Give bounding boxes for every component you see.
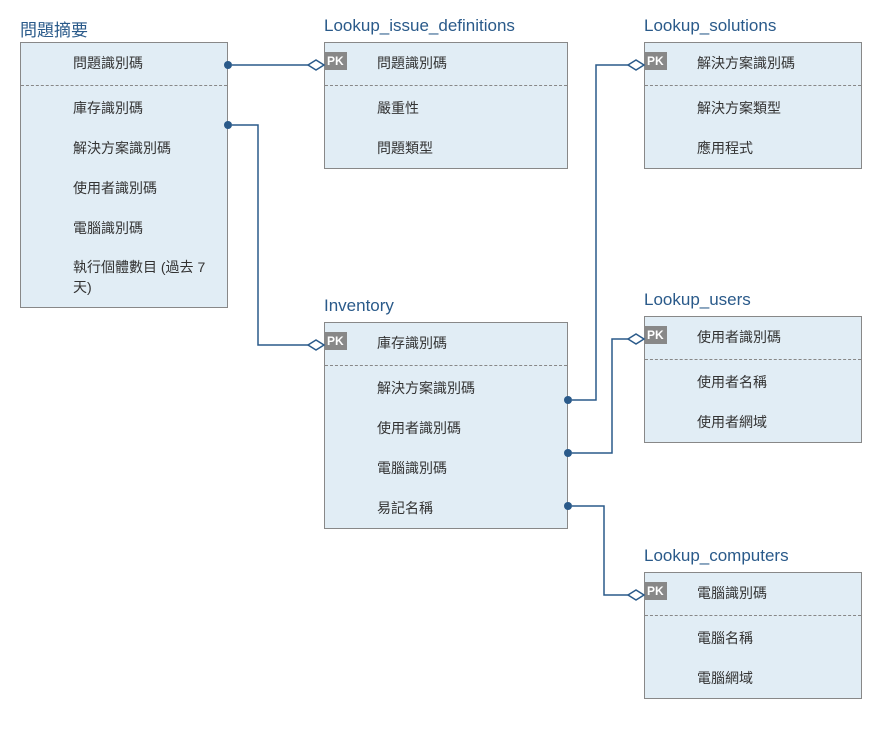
- table-row: 電腦識別碼: [21, 208, 227, 248]
- table-row: 庫存識別碼: [21, 88, 227, 128]
- pk-separator: [645, 615, 861, 616]
- table-title-inventory: Inventory: [324, 296, 394, 316]
- table-inventory: PK 庫存識別碼 解決方案識別碼 使用者識別碼 電腦識別碼 易記名稱: [324, 322, 568, 529]
- pk-badge: PK: [324, 52, 347, 70]
- table-row: 使用者識別碼: [21, 168, 227, 208]
- table-row: 易記名稱: [325, 488, 567, 528]
- table-row: PK 庫存識別碼: [325, 323, 567, 363]
- table-row: 問題類型: [325, 128, 567, 168]
- table-row: 解決方案識別碼: [21, 128, 227, 168]
- table-row: 嚴重性: [325, 88, 567, 128]
- pk-separator: [645, 85, 861, 86]
- field-label: 解決方案識別碼: [645, 53, 795, 73]
- table-row: PK 問題識別碼: [325, 43, 567, 83]
- pk-badge: PK: [644, 326, 667, 344]
- table-row: 執行個體數目 (過去 7 天): [21, 248, 227, 307]
- pk-badge: PK: [644, 582, 667, 600]
- table-row: 使用者網域: [645, 402, 861, 442]
- pk-badge: PK: [324, 332, 347, 350]
- pk-badge: PK: [644, 52, 667, 70]
- table-lookup-computers: PK 電腦識別碼 電腦名稱 電腦網域: [644, 572, 862, 699]
- table-row: 解決方案類型: [645, 88, 861, 128]
- table-row: PK 解決方案識別碼: [645, 43, 861, 83]
- table-issue-summary: 問題識別碼 庫存識別碼 解決方案識別碼 使用者識別碼 電腦識別碼 執行個體數目 …: [20, 42, 228, 308]
- table-lookup-users: PK 使用者識別碼 使用者名稱 使用者網域: [644, 316, 862, 443]
- table-title-lookup-computers: Lookup_computers: [644, 546, 789, 566]
- table-row: PK 電腦識別碼: [645, 573, 861, 613]
- table-row: 使用者識別碼: [325, 408, 567, 448]
- pk-separator: [325, 85, 567, 86]
- table-row: 電腦網域: [645, 658, 861, 698]
- table-title-lookup-issue-defs: Lookup_issue_definitions: [324, 16, 515, 36]
- table-title-lookup-solutions: Lookup_solutions: [644, 16, 776, 36]
- table-row: 應用程式: [645, 128, 861, 168]
- pk-separator: [21, 85, 227, 86]
- table-lookup-issue-defs: PK 問題識別碼 嚴重性 問題類型: [324, 42, 568, 169]
- field-label: 問題識別碼: [21, 53, 143, 73]
- table-row: 解決方案識別碼: [325, 368, 567, 408]
- table-row: 問題識別碼: [21, 43, 227, 83]
- table-row: 電腦識別碼: [325, 448, 567, 488]
- pk-separator: [325, 365, 567, 366]
- table-title-lookup-users: Lookup_users: [644, 290, 751, 310]
- table-lookup-solutions: PK 解決方案識別碼 解決方案類型 應用程式: [644, 42, 862, 169]
- pk-separator: [645, 359, 861, 360]
- table-title-issue-summary: 問題摘要: [20, 16, 88, 41]
- table-row: PK 使用者識別碼: [645, 317, 861, 357]
- table-row: 使用者名稱: [645, 362, 861, 402]
- table-row: 電腦名稱: [645, 618, 861, 658]
